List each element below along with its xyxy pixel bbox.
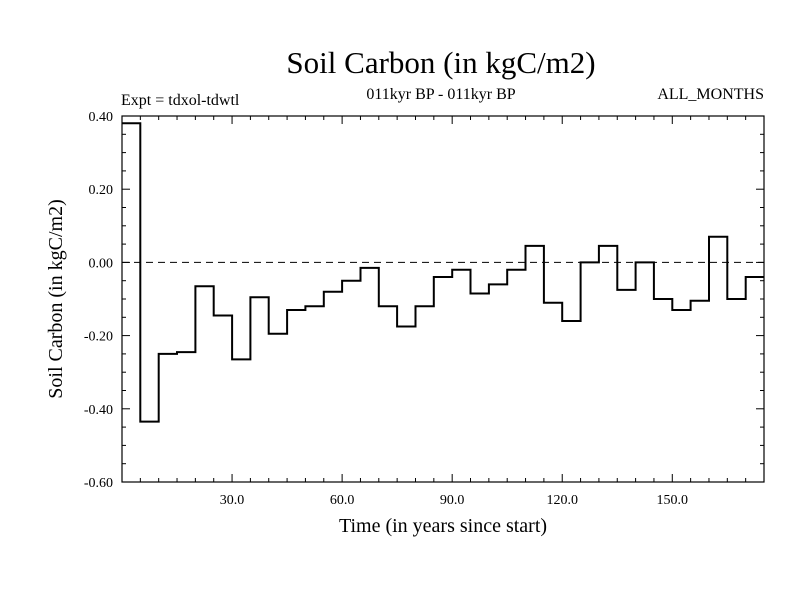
chart-title: Soil Carbon (in kgC/m2) (286, 45, 595, 80)
y-axis-tick-labels: 0.40 0.20 0.00 -0.20 -0.40 -0.60 (84, 110, 113, 491)
y-tick-label: 0.20 (89, 183, 114, 198)
series-step-line (122, 122, 764, 423)
x-axis-ticks (139, 116, 747, 482)
x-tick-label: 30.0 (220, 493, 245, 508)
y-tick-label: 0.00 (89, 256, 114, 271)
y-tick-label: 0.40 (89, 110, 114, 125)
x-tick-label: 150.0 (657, 493, 689, 508)
chart-subtitle: 011kyr BP - 011kyr BP (366, 86, 515, 103)
y-tick-label: -0.20 (84, 330, 113, 345)
y-tick-label: -0.60 (84, 476, 113, 491)
months-label: ALL_MONTHS (657, 86, 764, 103)
y-axis-ticks (122, 115, 764, 483)
experiment-label: Expt = tdxol-tdwtl (121, 92, 240, 109)
y-tick-label: -0.40 (84, 403, 113, 418)
x-axis-tick-labels: 30.0 60.0 90.0 120.0 150.0 (220, 493, 688, 508)
y-axis-label: Soil Carbon (in kgC/m2) (45, 199, 67, 398)
x-tick-label: 120.0 (546, 493, 578, 508)
x-tick-label: 60.0 (330, 493, 355, 508)
x-axis-label: Time (in years since start) (339, 515, 547, 537)
x-tick-label: 90.0 (440, 493, 465, 508)
